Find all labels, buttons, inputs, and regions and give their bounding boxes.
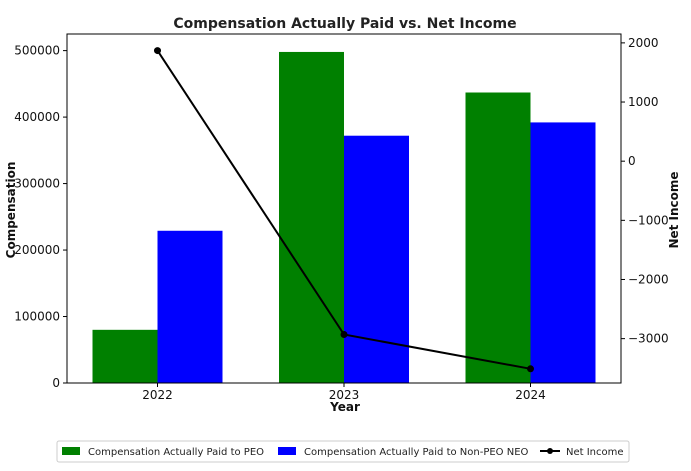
y2-tick-label: 1000 <box>628 95 659 109</box>
legend-label-0: Compensation Actually Paid to PEO <box>88 447 264 458</box>
bar-peo-2023 <box>279 51 344 383</box>
y2-tick-label: −2000 <box>628 272 669 286</box>
y-axis-label: Compensation <box>4 162 18 259</box>
y2-axis-label: Net Income <box>667 171 681 248</box>
y-tick-label: 500000 <box>14 44 60 58</box>
bar-peo-2022 <box>92 329 158 383</box>
x-tick-label: 2024 <box>515 388 546 402</box>
plot-area: 0 100000 200000 300000 400000 500000 −3000 −200… <box>14 33 669 402</box>
y-tick-label: 300000 <box>14 177 60 191</box>
net-income-point-2022 <box>154 47 161 55</box>
y-tick-label: 100000 <box>14 310 60 324</box>
bar-non-peo-neo-2023 <box>344 135 409 383</box>
legend-swatch-0 <box>62 447 80 455</box>
legend-line-marker <box>547 448 553 454</box>
legend-swatch-1 <box>278 447 296 455</box>
legend-label-1: Compensation Actually Paid to Non-PEO NE… <box>304 447 529 458</box>
legend: Compensation Actually Paid to PEO Compens… <box>56 440 630 463</box>
y2-tick-label: 2000 <box>628 36 659 50</box>
legend-label-2: Net Income <box>566 447 624 458</box>
y2-tick-label: −3000 <box>628 332 669 346</box>
x-tick-label: 2022 <box>142 388 173 402</box>
x-tick-label: 2023 <box>329 388 360 402</box>
chart-title: Compensation Actually Paid vs. Net Incom… <box>173 16 516 32</box>
legend-box <box>56 440 630 463</box>
y-tick-label: 0 <box>52 376 60 390</box>
net-income-point-2024 <box>527 365 534 373</box>
y-tick-label: 400000 <box>14 110 60 124</box>
bar-non-peo-neo-2022 <box>157 230 223 383</box>
bar-non-peo-neo-2024 <box>530 122 596 383</box>
x-axis-label: Year <box>329 400 360 414</box>
bar-peo-2024 <box>465 92 531 383</box>
y-tick-label: 200000 <box>14 243 60 257</box>
y2-tick-label: 0 <box>628 154 636 168</box>
net-income-point-2023 <box>340 330 348 338</box>
y2-tick-label: −1000 <box>628 213 669 227</box>
